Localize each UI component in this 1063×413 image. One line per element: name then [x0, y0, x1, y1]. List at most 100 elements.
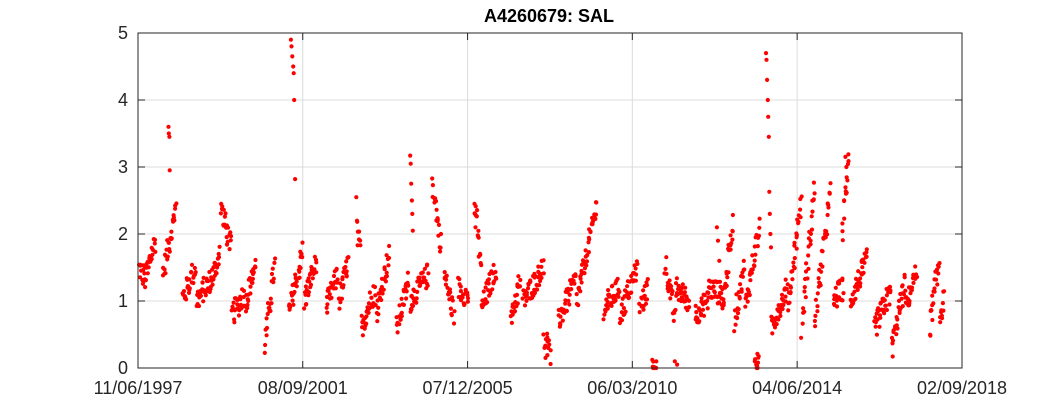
data-point	[615, 276, 620, 281]
data-point	[462, 302, 467, 307]
data-point	[783, 294, 788, 299]
data-point	[375, 298, 380, 303]
data-point	[539, 264, 544, 269]
data-point	[537, 283, 542, 288]
data-point	[852, 289, 857, 294]
data-point	[812, 191, 817, 196]
data-point	[264, 325, 270, 331]
data-point	[458, 284, 463, 289]
data-point	[379, 297, 384, 303]
data-point	[877, 313, 883, 318]
data-point	[890, 354, 895, 359]
data-point	[215, 265, 220, 270]
data-point	[472, 201, 477, 206]
data-point	[799, 335, 804, 340]
data-point	[784, 286, 789, 292]
data-point	[307, 279, 312, 284]
data-point	[887, 302, 892, 307]
data-point	[515, 301, 520, 306]
data-point	[712, 290, 717, 295]
data-point	[938, 320, 943, 325]
data-point	[142, 271, 147, 276]
data-point	[404, 296, 409, 301]
data-point	[291, 302, 296, 307]
data-point	[928, 333, 933, 338]
data-point	[825, 201, 830, 206]
data-point	[354, 218, 360, 223]
data-point	[203, 293, 208, 298]
data-point	[269, 271, 275, 277]
data-point	[307, 272, 312, 277]
data-point	[264, 333, 269, 338]
data-point	[936, 264, 941, 269]
data-point	[401, 302, 406, 307]
data-point	[674, 291, 680, 296]
x-tick-label: 07/12/2005	[423, 378, 513, 398]
data-point	[448, 290, 453, 295]
data-point	[932, 289, 937, 294]
data-point	[756, 355, 761, 360]
data-point	[360, 333, 365, 338]
data-point	[214, 271, 219, 276]
data-point	[294, 279, 299, 284]
data-point	[193, 270, 198, 275]
data-point	[262, 350, 267, 355]
data-point	[895, 326, 900, 331]
data-point	[726, 270, 731, 275]
data-point	[397, 303, 402, 308]
data-point	[520, 296, 525, 301]
data-point	[730, 229, 735, 234]
data-point	[166, 240, 171, 245]
data-point	[602, 312, 607, 317]
data-point	[882, 311, 887, 316]
data-point	[245, 302, 250, 307]
data-point	[222, 214, 227, 219]
data-point	[796, 219, 801, 224]
plot-area: 11/06/1997 08/09/2001 07/12/2005 06/03/2010…	[94, 23, 1007, 398]
data-point	[664, 271, 669, 276]
data-point	[730, 212, 736, 218]
data-point	[475, 208, 480, 213]
data-point	[339, 296, 345, 301]
y-tick-label: 1	[118, 291, 128, 311]
data-point	[338, 300, 343, 305]
data-point	[858, 281, 863, 286]
data-point	[579, 280, 584, 285]
data-point	[448, 306, 453, 311]
data-point	[755, 244, 760, 249]
data-point	[225, 239, 230, 244]
data-point	[189, 262, 195, 267]
data-point	[820, 264, 825, 269]
data-point	[826, 205, 831, 210]
data-point	[732, 329, 737, 334]
data-point	[228, 234, 234, 239]
data-point	[494, 276, 499, 281]
data-point	[931, 301, 936, 306]
data-point	[558, 314, 563, 319]
data-point	[752, 258, 757, 263]
data-point	[271, 280, 276, 285]
data-point	[288, 37, 293, 42]
data-point	[451, 321, 457, 326]
data-point	[930, 293, 935, 298]
data-point	[819, 269, 824, 274]
data-point	[864, 247, 869, 252]
data-point	[888, 290, 893, 295]
data-point	[834, 298, 840, 303]
data-point	[680, 282, 685, 287]
data-point	[169, 236, 174, 241]
data-point	[201, 299, 206, 304]
data-point	[306, 293, 311, 298]
data-point	[794, 233, 800, 238]
data-point	[165, 254, 170, 259]
data-point	[434, 207, 439, 212]
data-point	[803, 269, 809, 274]
data-point	[405, 270, 410, 275]
data-point	[913, 264, 918, 269]
data-point	[616, 294, 621, 299]
data-point	[166, 131, 171, 136]
x-tick-label: 08/09/2001	[258, 378, 348, 398]
data-point	[844, 190, 849, 195]
data-point	[548, 361, 553, 367]
